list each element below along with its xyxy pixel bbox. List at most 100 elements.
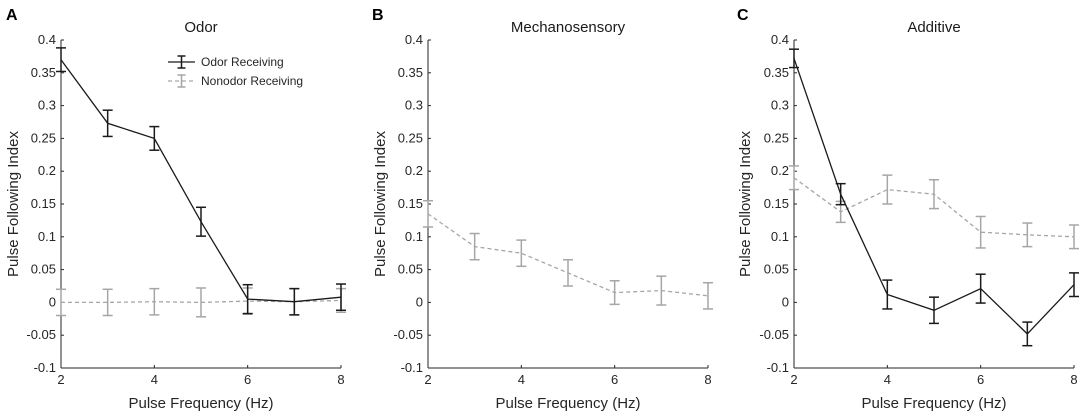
- error-bar: [882, 174, 893, 205]
- y-tick-label: 0.4: [38, 32, 56, 47]
- x-tick-label: 4: [518, 372, 525, 387]
- error-bar: [469, 232, 480, 261]
- y-tick-label: -0.1: [401, 360, 423, 375]
- series-line: [60, 59, 342, 303]
- x-tick-label: 2: [57, 372, 64, 387]
- error-bar: [196, 287, 206, 318]
- x-tick-label: 6: [611, 372, 618, 387]
- series-nonodor-receiving: [56, 287, 346, 318]
- panel-title: Odor: [184, 19, 217, 36]
- error-bar: [975, 215, 986, 249]
- y-tick-label: 0.2: [405, 163, 423, 178]
- error-bar: [102, 109, 113, 138]
- y-tick-label: 0.15: [31, 196, 56, 211]
- x-axis-label: Pulse Frequency (Hz): [128, 395, 273, 412]
- panel-title: Mechanosensory: [511, 19, 626, 36]
- y-tick-label: -0.05: [393, 327, 423, 342]
- error-bar: [789, 165, 799, 191]
- y-tick-label: -0.05: [26, 327, 56, 342]
- series-odor-receiving: [789, 48, 1079, 347]
- y-tick-label: 0.2: [38, 163, 56, 178]
- series-nonodor-receiving: [423, 199, 713, 310]
- y-axis-label: Pulse Following Index: [372, 131, 389, 277]
- x-tick-label: 8: [1070, 372, 1077, 387]
- error-bar: [975, 273, 986, 304]
- x-tick-label: 8: [704, 372, 711, 387]
- y-tick-label: 0.4: [405, 32, 423, 47]
- y-tick-label: -0.05: [759, 327, 789, 342]
- error-bar: [56, 288, 66, 317]
- y-tick-label: 0: [416, 294, 423, 309]
- x-tick-label: 2: [790, 372, 797, 387]
- y-tick-label: 0.15: [764, 196, 789, 211]
- error-bar: [789, 48, 799, 69]
- error-bar: [835, 182, 846, 206]
- error-bar: [242, 283, 253, 315]
- error-bar: [929, 296, 939, 325]
- error-bar: [289, 287, 300, 316]
- y-tick-label: 0.4: [771, 32, 789, 47]
- error-bar: [516, 239, 527, 268]
- y-tick-label: 0.25: [31, 130, 56, 145]
- x-axis-label: Pulse Frequency (Hz): [861, 395, 1006, 412]
- error-bar: [609, 280, 620, 306]
- series-nonodor-receiving: [789, 165, 1079, 250]
- x-tick-label: 4: [151, 372, 158, 387]
- error-bar: [882, 279, 893, 310]
- y-tick-label: 0.05: [398, 262, 423, 277]
- error-bar: [1022, 222, 1033, 248]
- panel-c: -0.1 -0.05 0 0.05 0.1 0.15 0.2 0.25 0.3 0.35 0.4 2 4…: [737, 7, 1079, 412]
- x-tick-label: 6: [977, 372, 984, 387]
- error-bar: [929, 178, 939, 210]
- x-tick-label: 8: [337, 372, 344, 387]
- series-odor-receiving: [56, 47, 346, 316]
- y-tick-label: 0.3: [771, 98, 789, 113]
- legend-label: Nonodor Receiving: [201, 74, 303, 88]
- error-bar: [423, 199, 433, 228]
- y-axis-label: Pulse Following Index: [737, 131, 754, 277]
- y-tick-label: 0.35: [398, 65, 423, 80]
- y-tick-label: 0.1: [405, 229, 423, 244]
- error-bar: [1022, 321, 1033, 347]
- error-bar: [563, 259, 573, 287]
- legend-label: Odor Receiving: [201, 55, 284, 69]
- legend: Odor Receiving Nonodor Receiving: [168, 55, 303, 88]
- y-tick-label: 0.3: [405, 98, 423, 113]
- x-axis-label: Pulse Frequency (Hz): [495, 395, 640, 412]
- error-bar: [703, 281, 713, 310]
- y-tick-label: 0.15: [398, 196, 423, 211]
- panel-title: Additive: [907, 19, 960, 36]
- error-bar: [56, 47, 66, 73]
- error-bar: [149, 125, 160, 151]
- y-tick-label: 0.3: [38, 98, 56, 113]
- y-tick-label: 0.35: [31, 65, 56, 80]
- y-tick-label: 0.1: [38, 229, 56, 244]
- y-tick-label: -0.1: [34, 360, 56, 375]
- x-tick-label: 2: [424, 372, 431, 387]
- error-bar: [1069, 224, 1079, 250]
- x-tick-label: 6: [244, 372, 251, 387]
- panel-letter: C: [737, 7, 749, 24]
- y-tick-label: 0.35: [764, 65, 789, 80]
- y-tick-label: 0: [49, 294, 56, 309]
- error-bar: [102, 288, 113, 317]
- error-bar: [196, 206, 206, 237]
- panel-a: -0.1 -0.05 0 0.05 0.1 0.15 0.2 0.25 0.3 0.35 0.4 2 4…: [5, 7, 346, 412]
- x-tick-label: 4: [884, 372, 891, 387]
- error-bar: [1069, 272, 1079, 298]
- y-tick-label: 0: [782, 294, 789, 309]
- y-tick-label: 0.1: [771, 229, 789, 244]
- error-bar: [149, 287, 160, 316]
- y-tick-label: 0.05: [764, 262, 789, 277]
- y-tick-label: 0.25: [398, 130, 423, 145]
- panel-letter: A: [6, 7, 18, 24]
- y-tick-label: -0.1: [767, 360, 789, 375]
- y-tick-label: 0.05: [31, 262, 56, 277]
- panel-b: -0.1 -0.05 0 0.05 0.1 0.15 0.2 0.25 0.3 0.35 0.4 2 4…: [372, 7, 713, 412]
- error-bar: [656, 275, 667, 306]
- y-tick-label: 0.25: [764, 130, 789, 145]
- y-tick-label: 0.2: [771, 163, 789, 178]
- panel-letter: B: [372, 7, 384, 24]
